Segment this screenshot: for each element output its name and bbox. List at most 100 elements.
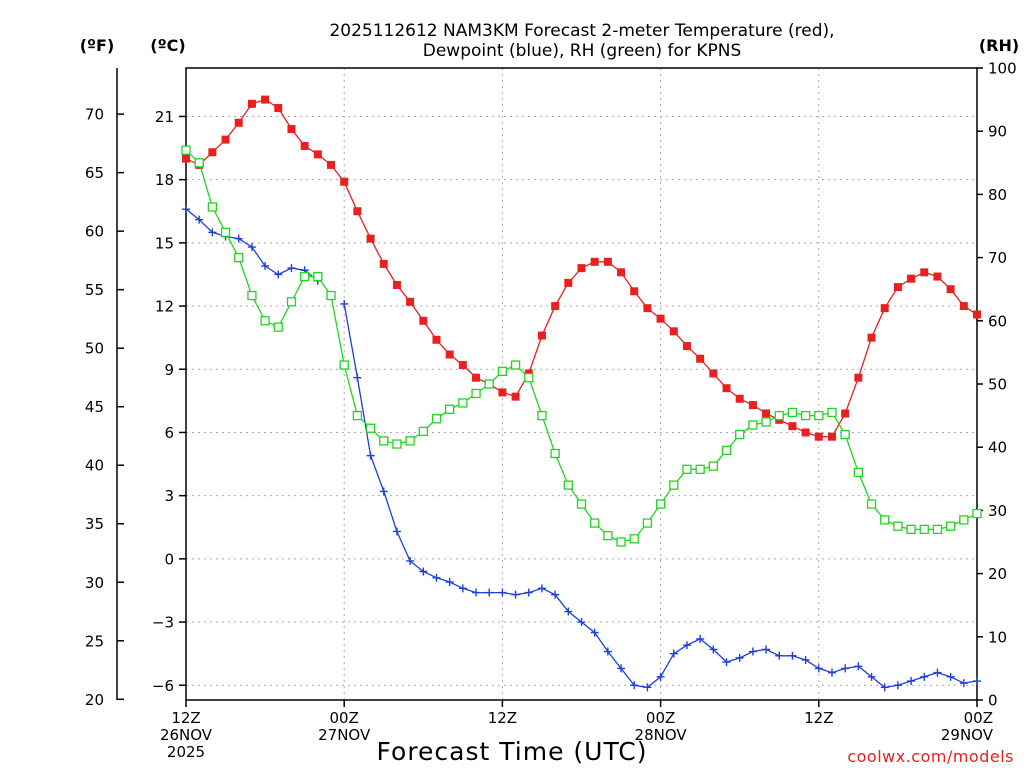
temperature-point (933, 272, 942, 281)
celsius-tick-label: 18 (155, 171, 174, 189)
rh-point (787, 407, 798, 418)
rh-point (590, 518, 600, 528)
dewpoint-point (959, 679, 968, 688)
temperature-point (274, 104, 283, 113)
rh-point (299, 271, 310, 282)
dewpoint-point (274, 270, 283, 279)
temperature-point (920, 268, 929, 277)
temperature-point (511, 392, 520, 401)
time-tick-label: 12Z (171, 709, 200, 727)
temperature-point (327, 160, 336, 169)
dewpoint-point (590, 628, 599, 637)
temperature-point (551, 302, 560, 311)
rh-tick-label: 60 (988, 312, 1007, 330)
rh-point (853, 467, 863, 478)
rh-point (603, 531, 613, 541)
dewpoint-point (709, 645, 718, 654)
time-tick-label: 29NOV (941, 726, 994, 744)
dewpoint-point (366, 451, 375, 460)
temperature-point (208, 148, 217, 157)
dewpoint-point (643, 683, 652, 692)
rh-tick-label: 0 (988, 692, 998, 710)
rh-tick-label: 90 (988, 123, 1007, 141)
temperature-point (498, 388, 507, 397)
celsius-tick-label: 0 (164, 550, 174, 568)
rh-point (576, 499, 587, 509)
temperature-point (445, 350, 454, 359)
dewpoint-point (261, 262, 270, 271)
fahrenheit-tick-label: 25 (85, 632, 104, 650)
temperature-point (406, 297, 415, 306)
plot-frame (185, 67, 978, 701)
dewpoint-point (669, 649, 678, 658)
dewpoint-point (827, 668, 836, 677)
rh-point (260, 316, 270, 326)
rh-point (800, 410, 811, 421)
rh-point (313, 271, 323, 282)
dewpoint-point (893, 681, 902, 690)
celsius-unit-label: (ºC) (150, 36, 185, 55)
dewpoint-point (353, 373, 362, 382)
rh-point (880, 515, 890, 525)
chart-title-line-1: 2025112612 NAM3KM Forecast 2-meter Tempe… (329, 21, 834, 41)
dewpoint-point (933, 668, 942, 677)
temperature-point (366, 234, 375, 243)
dewpoint-point (946, 672, 955, 681)
dewpoint-point (234, 234, 243, 243)
rh-point (748, 420, 758, 430)
temperature-point (973, 310, 981, 319)
rh-point (655, 499, 666, 509)
series-rh (181, 145, 982, 547)
dewpoint-point (722, 658, 731, 667)
temperature-point (182, 154, 190, 163)
temperature-point (643, 304, 652, 313)
dewpoint-point (485, 588, 494, 597)
axes: −6−3036912151821202530354045505560657001… (85, 60, 1017, 762)
celsius-tick-label: 12 (155, 298, 174, 316)
dewpoint-point (973, 677, 981, 686)
temperature-point (880, 304, 889, 313)
dewpoint-point (735, 653, 744, 662)
rh-point (893, 521, 903, 531)
data-series (181, 95, 982, 692)
temperature-point (603, 257, 612, 266)
rh-point (919, 524, 929, 535)
time-tick-label: 2025 (167, 743, 205, 761)
temperature-point (854, 373, 863, 382)
x-axis-title: Forecast Time (UTC) (377, 737, 648, 766)
rh-point (339, 360, 349, 370)
dewpoint-point (564, 607, 573, 616)
dewpoint-point (775, 651, 784, 660)
dewpoint-point (603, 647, 612, 656)
rh-tick-label: 10 (988, 628, 1007, 646)
temperature-point (419, 316, 428, 325)
dewpoint-point (445, 578, 454, 587)
time-tick-label: 00Z (330, 709, 359, 727)
rh-point (761, 417, 771, 427)
fahrenheit-tick-label: 45 (85, 398, 104, 416)
fahrenheit-tick-label: 20 (85, 691, 104, 709)
dewpoint-point (551, 590, 560, 599)
rh-point (326, 290, 336, 301)
rh-point (273, 322, 283, 332)
temperature-point (907, 274, 916, 283)
temperature-point (472, 373, 481, 382)
rh-point (497, 366, 508, 377)
dewpoint-point (498, 588, 507, 597)
fahrenheit-tick-label: 30 (85, 574, 104, 592)
fahrenheit-tick-label: 55 (85, 281, 104, 299)
temperature-point (801, 428, 810, 437)
temperature-point (827, 432, 836, 441)
rh-point (906, 524, 916, 535)
rh-point (352, 410, 363, 421)
temperature-point (722, 384, 731, 393)
rh-point (207, 202, 218, 212)
temperature-point (630, 287, 639, 296)
temperature-point (458, 361, 467, 370)
dewpoint-point (814, 664, 823, 673)
rh-point (537, 410, 547, 421)
time-tick-label: 12Z (804, 709, 833, 727)
temperature-point (537, 331, 546, 340)
rh-point (365, 423, 376, 433)
